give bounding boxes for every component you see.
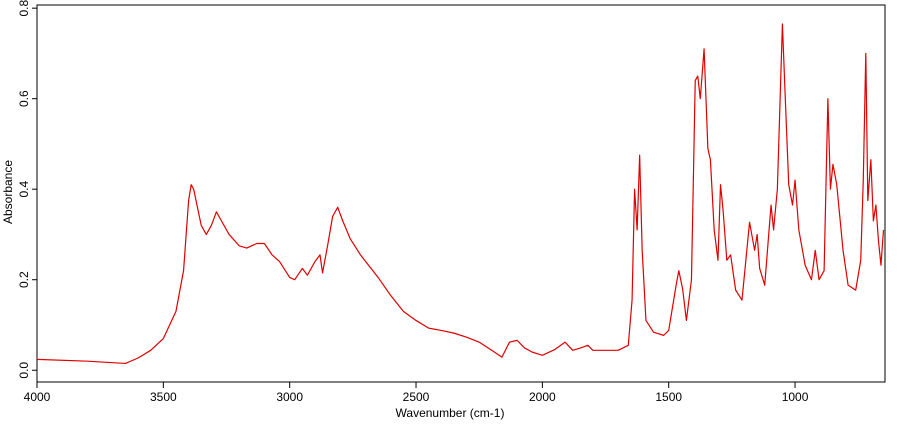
y-tick-label: 0.8 xyxy=(17,0,31,17)
x-tick-label: 3500 xyxy=(150,390,177,404)
plot-frame xyxy=(36,4,886,383)
x-axis-label: Wavenumber (cm-1) xyxy=(396,406,505,420)
x-tick-label: 2500 xyxy=(403,390,430,404)
x-tick-label: 3000 xyxy=(276,390,303,404)
y-axis-label: Absorbance xyxy=(1,160,15,224)
spectrum-line xyxy=(36,23,885,365)
y-tick-label: 0.4 xyxy=(17,181,31,198)
y-tick-label: 0.0 xyxy=(17,362,31,379)
y-tick-label: 0.6 xyxy=(17,90,31,107)
x-tick-label: 2000 xyxy=(529,390,556,404)
y-tick-label: 0.2 xyxy=(17,271,31,288)
x-tick-label: 4000 xyxy=(24,390,51,404)
x-tick-label: 1500 xyxy=(655,390,682,404)
x-tick-label: 1000 xyxy=(782,390,809,404)
